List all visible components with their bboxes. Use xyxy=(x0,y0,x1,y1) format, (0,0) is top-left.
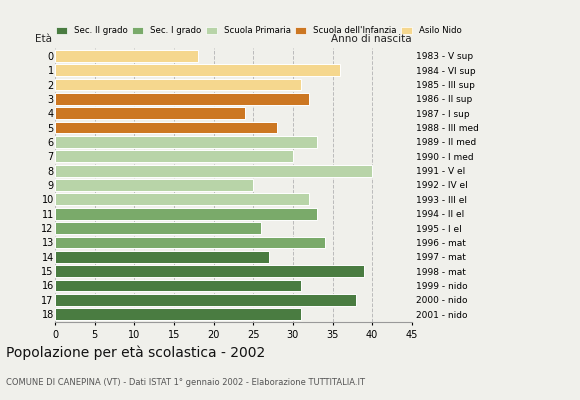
Bar xyxy=(55,222,261,234)
Bar xyxy=(55,165,372,176)
Bar xyxy=(55,93,309,105)
Bar xyxy=(55,50,198,62)
Text: Età: Età xyxy=(35,34,52,44)
Bar xyxy=(55,294,356,306)
Bar xyxy=(55,208,317,220)
Bar xyxy=(55,280,301,291)
Bar xyxy=(55,265,364,277)
Legend: Sec. II grado, Sec. I grado, Scuola Primaria, Scuola dell'Infanzia, Asilo Nido: Sec. II grado, Sec. I grado, Scuola Prim… xyxy=(56,26,462,36)
Bar xyxy=(55,122,277,134)
Bar xyxy=(55,308,301,320)
Bar xyxy=(55,251,269,263)
Bar xyxy=(55,64,340,76)
Bar xyxy=(55,136,317,148)
Text: Anno di nascita: Anno di nascita xyxy=(331,34,412,44)
Bar xyxy=(55,79,301,90)
Bar xyxy=(55,107,245,119)
Bar xyxy=(55,194,309,205)
Text: COMUNE DI CANEPINA (VT) - Dati ISTAT 1° gennaio 2002 - Elaborazione TUTTITALIA.I: COMUNE DI CANEPINA (VT) - Dati ISTAT 1° … xyxy=(6,378,365,387)
Bar xyxy=(55,150,293,162)
Bar xyxy=(55,179,253,191)
Text: Popolazione per età scolastica - 2002: Popolazione per età scolastica - 2002 xyxy=(6,346,265,360)
Bar xyxy=(55,236,325,248)
